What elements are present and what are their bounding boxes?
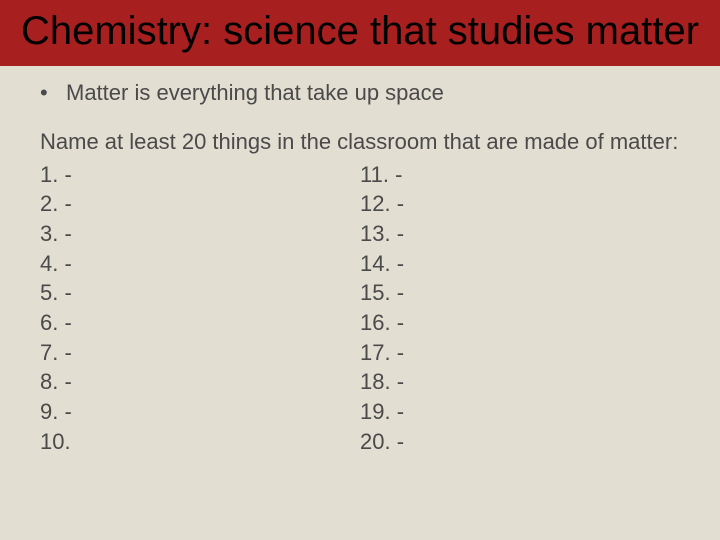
bullet-icon: • [40,80,66,106]
list-item: 17. - [360,338,680,368]
list-item: 11. - [360,160,680,190]
list-item: 3. - [40,219,360,249]
list-column-left: 1. -2. -3. -4. -5. -6. -7. -8. -9. -10. [40,160,360,457]
list-item: 6. - [40,308,360,338]
list-item: 18. - [360,367,680,397]
list-column-right: 11. -12. -13. -14. -15. -16. -17. -18. -… [360,160,680,457]
list-item: 19. - [360,397,680,427]
list-item: 2. - [40,189,360,219]
list-item: 5. - [40,278,360,308]
list-item: 8. - [40,367,360,397]
list-item: 4. - [40,249,360,279]
slide-body: • Matter is everything that take up spac… [0,66,720,476]
list-item: 7. - [40,338,360,368]
list-item: 14. - [360,249,680,279]
list-item: 10. [40,427,360,457]
list-item: 9. - [40,397,360,427]
prompt-text: Name at least 20 things in the classroom… [40,128,680,156]
bullet-text: Matter is everything that take up space [66,80,444,106]
title-header: Chemistry: science that studies matter [0,0,720,66]
numbered-list: 1. -2. -3. -4. -5. -6. -7. -8. -9. -10. … [40,160,680,457]
list-item: 1. - [40,160,360,190]
list-item: 16. - [360,308,680,338]
list-item: 13. - [360,219,680,249]
list-item: 20. - [360,427,680,457]
list-item: 15. - [360,278,680,308]
bullet-item: • Matter is everything that take up spac… [40,80,680,106]
slide: Chemistry: science that studies matter •… [0,0,720,540]
slide-title: Chemistry: science that studies matter [20,8,700,54]
list-item: 12. - [360,189,680,219]
